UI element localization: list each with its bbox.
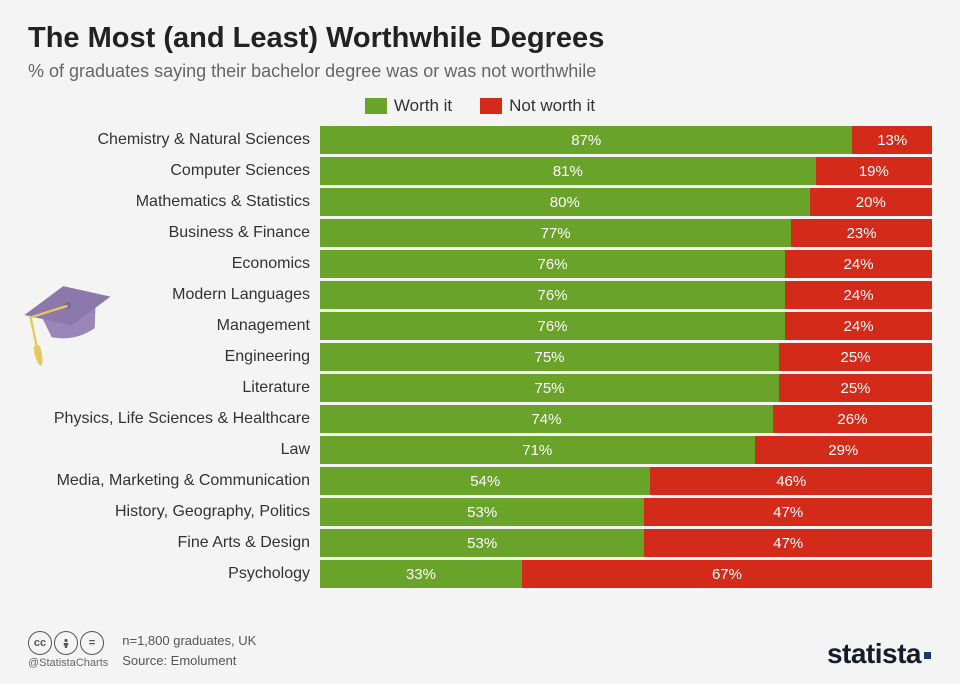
legend-worth: Worth it [365,96,452,116]
stacked-bar: 54%46% [320,467,932,495]
bar-segment-notworth: 24% [785,312,932,340]
bar-segment-notworth: 24% [785,281,932,309]
bar-segment-notworth: 47% [644,498,932,526]
bar-segment-worth: 75% [320,374,779,402]
bar-segment-worth: 71% [320,436,755,464]
stacked-bar: 76%24% [320,250,932,278]
cc-license-icons: cc = [28,631,108,655]
stacked-bar: 53%47% [320,529,932,557]
row-label: Psychology [28,565,320,583]
cc-icon: cc [28,631,52,655]
bar-segment-notworth: 13% [852,126,932,154]
bar-segment-worth: 76% [320,281,785,309]
legend: Worth it Not worth it [28,96,932,116]
chart-subtitle: % of graduates saying their bachelor deg… [28,61,932,82]
bar-segment-notworth: 25% [779,343,932,371]
row-label: Computer Sciences [28,162,320,180]
stacked-bar: 53%47% [320,498,932,526]
bar-segment-worth: 80% [320,188,810,216]
bar-segment-worth: 81% [320,157,816,185]
bar-segment-worth: 76% [320,312,785,340]
footer-source: Source: Emolument [122,651,256,671]
chart-row: Economics76%24% [28,250,932,278]
bar-segment-notworth: 46% [650,467,932,495]
chart-row: Modern Languages76%24% [28,281,932,309]
bar-segment-notworth: 24% [785,250,932,278]
stacked-bar: 76%24% [320,281,932,309]
bar-segment-worth: 53% [320,498,644,526]
footer: cc = @StatistaCharts n=1,800 graduates, … [28,631,932,670]
chart-row: Law71%29% [28,436,932,464]
bar-segment-worth: 77% [320,219,791,247]
chart-row: Engineering75%25% [28,343,932,371]
bar-segment-notworth: 47% [644,529,932,557]
row-label: Mathematics & Statistics [28,193,320,211]
bar-segment-worth: 33% [320,560,522,588]
chart-row: History, Geography, Politics53%47% [28,498,932,526]
footer-note: n=1,800 graduates, UK [122,631,256,651]
legend-swatch-worth [365,98,387,114]
legend-label-notworth: Not worth it [509,96,595,116]
row-label: History, Geography, Politics [28,503,320,521]
bar-segment-worth: 54% [320,467,650,495]
chart-row: Business & Finance77%23% [28,219,932,247]
chart-area: Chemistry & Natural Sciences87%13%Comput… [28,126,932,588]
chart-row: Media, Marketing & Communication54%46% [28,467,932,495]
chart-title: The Most (and Least) Worthwhile Degrees [28,22,932,55]
stacked-bar: 80%20% [320,188,932,216]
legend-swatch-notworth [480,98,502,114]
bar-segment-notworth: 67% [522,560,932,588]
cc-nd-icon: = [80,631,104,655]
bar-segment-notworth: 23% [791,219,932,247]
chart-row: Fine Arts & Design53%47% [28,529,932,557]
legend-label-worth: Worth it [394,96,452,116]
bar-segment-worth: 74% [320,405,773,433]
stacked-bar: 77%23% [320,219,932,247]
row-label: Business & Finance [28,224,320,242]
stacked-bar: 74%26% [320,405,932,433]
stacked-bar: 75%25% [320,374,932,402]
graduation-cap-icon [14,258,124,368]
bar-segment-notworth: 19% [816,157,932,185]
bar-segment-notworth: 29% [755,436,932,464]
bar-segment-notworth: 25% [779,374,932,402]
chart-row: Psychology33%67% [28,560,932,588]
row-label: Law [28,441,320,459]
footer-handle: @StatistaCharts [28,657,108,669]
stacked-bar: 71%29% [320,436,932,464]
stacked-bar: 81%19% [320,157,932,185]
chart-row: Literature75%25% [28,374,932,402]
row-label: Fine Arts & Design [28,534,320,552]
bar-segment-notworth: 26% [773,405,932,433]
row-label: Chemistry & Natural Sciences [28,131,320,149]
chart-row: Computer Sciences81%19% [28,157,932,185]
bar-segment-notworth: 20% [810,188,932,216]
stacked-bar: 75%25% [320,343,932,371]
chart-row: Physics, Life Sciences & Healthcare74%26… [28,405,932,433]
legend-notworth: Not worth it [480,96,595,116]
brand-logo: statista [827,638,932,670]
row-label: Physics, Life Sciences & Healthcare [28,410,320,428]
row-label: Media, Marketing & Communication [28,472,320,490]
stacked-bar: 87%13% [320,126,932,154]
chart-rows: Chemistry & Natural Sciences87%13%Comput… [28,126,932,588]
chart-row: Chemistry & Natural Sciences87%13% [28,126,932,154]
bar-segment-worth: 75% [320,343,779,371]
cc-by-icon [54,631,78,655]
stacked-bar: 76%24% [320,312,932,340]
bar-segment-worth: 87% [320,126,852,154]
row-label: Literature [28,379,320,397]
bar-segment-worth: 53% [320,529,644,557]
chart-row: Management76%24% [28,312,932,340]
stacked-bar: 33%67% [320,560,932,588]
chart-row: Mathematics & Statistics80%20% [28,188,932,216]
bar-segment-worth: 76% [320,250,785,278]
